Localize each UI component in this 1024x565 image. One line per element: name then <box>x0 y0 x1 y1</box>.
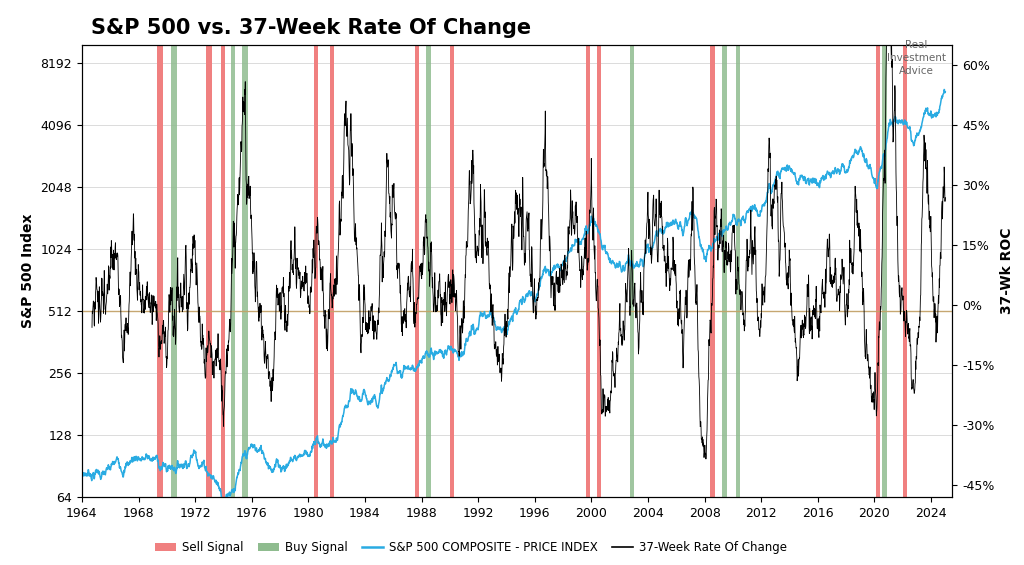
Bar <box>903 45 907 497</box>
Bar <box>330 45 334 497</box>
Bar <box>586 45 590 497</box>
Text: Real
Investment
Advice: Real Investment Advice <box>887 40 946 76</box>
Bar <box>450 45 454 497</box>
Bar <box>230 45 234 497</box>
Bar <box>876 45 881 497</box>
Text: S&P 500 vs. 37-Week Rate Of Change: S&P 500 vs. 37-Week Rate Of Change <box>90 18 530 38</box>
Bar <box>314 45 318 497</box>
Bar <box>722 45 727 497</box>
Bar <box>426 45 431 497</box>
Bar <box>242 45 248 497</box>
Bar <box>630 45 634 497</box>
Bar <box>736 45 740 497</box>
Y-axis label: 37-Wk ROC: 37-Wk ROC <box>1000 228 1014 315</box>
Bar <box>882 45 887 497</box>
Bar <box>597 45 601 497</box>
Bar <box>171 45 177 497</box>
Y-axis label: S&P 500 Index: S&P 500 Index <box>20 214 35 328</box>
Legend: Sell Signal, Buy Signal, S&P 500 COMPOSITE - PRICE INDEX, 37-Week Rate Of Change: Sell Signal, Buy Signal, S&P 500 COMPOSI… <box>151 537 792 559</box>
Bar <box>711 45 715 497</box>
Bar <box>157 45 163 497</box>
Bar <box>220 45 225 497</box>
Bar <box>415 45 419 497</box>
Bar <box>207 45 212 497</box>
